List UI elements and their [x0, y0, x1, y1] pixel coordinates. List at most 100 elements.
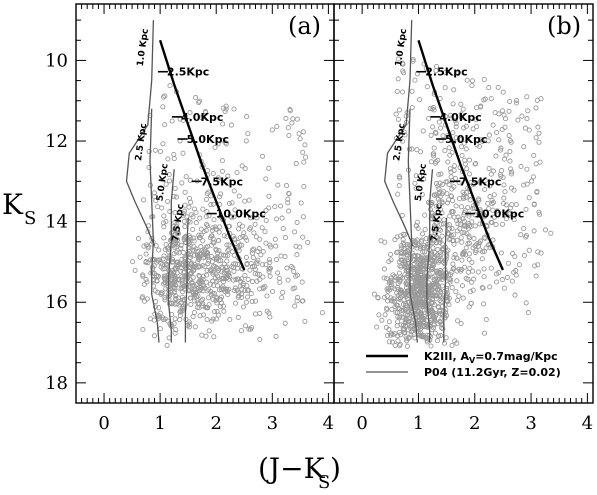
data-point: [400, 60, 406, 66]
data-point: [232, 300, 239, 306]
data-point: [203, 196, 209, 202]
data-point: [280, 289, 286, 295]
data-point: [400, 301, 406, 307]
data-point: [475, 196, 482, 202]
data-point: [188, 301, 194, 308]
data-point: [263, 217, 269, 223]
data-point: [166, 335, 172, 341]
data-point: [208, 193, 214, 199]
data-point: [458, 144, 464, 150]
data-point: [455, 318, 461, 324]
data-point: [459, 229, 465, 236]
data-point: [191, 235, 197, 241]
data-point: [214, 283, 221, 289]
data-point: [276, 275, 282, 281]
data-point: [438, 256, 444, 262]
data-point: [215, 175, 221, 181]
isochrone-label: 1.0 Kpc: [136, 28, 151, 67]
data-point: [518, 232, 524, 238]
data-point: [222, 140, 228, 146]
data-point: [193, 95, 199, 101]
isochrone-line: [426, 169, 434, 343]
data-point: [226, 200, 232, 207]
data-point: [243, 299, 249, 305]
isochrone-label: 1.0 Kpc: [394, 28, 409, 67]
data-point: [404, 279, 410, 285]
data-point: [428, 308, 434, 314]
data-point: [439, 210, 445, 216]
panel-tag: (a): [288, 12, 321, 40]
data-point: [412, 77, 418, 83]
data-point: [167, 237, 174, 243]
data-point: [433, 130, 439, 136]
data-point: [239, 223, 245, 229]
data-point: [155, 257, 162, 263]
isochrone-label: 2.5 Kpc: [392, 123, 407, 162]
data-point: [163, 286, 169, 292]
data-point: [497, 147, 504, 153]
data-point: [447, 279, 453, 285]
data-point: [295, 295, 301, 301]
data-point: [420, 285, 426, 291]
data-point: [486, 132, 492, 138]
data-point: [453, 120, 459, 127]
data-point: [418, 149, 424, 155]
data-point: [521, 252, 528, 259]
data-point: [413, 304, 419, 310]
data-point: [285, 277, 291, 283]
data-point: [239, 163, 245, 169]
data-point: [449, 186, 455, 192]
data-point: [135, 236, 142, 242]
data-point: [454, 340, 460, 346]
data-point: [414, 147, 420, 153]
data-point: [482, 235, 488, 241]
data-point: [225, 248, 231, 254]
data-point: [437, 269, 443, 275]
data-point: [483, 316, 489, 323]
data-point: [214, 295, 220, 301]
data-point: [164, 342, 170, 348]
data-point: [467, 265, 473, 271]
data-point: [402, 311, 408, 317]
data-point: [397, 146, 403, 152]
data-point: [209, 278, 216, 284]
data-point: [205, 189, 212, 195]
data-point: [448, 272, 454, 278]
data-point: [395, 338, 401, 344]
data-point: [415, 260, 421, 266]
data-point: [231, 287, 237, 294]
data-point: [233, 261, 239, 267]
data-point: [275, 270, 281, 276]
data-point: [425, 244, 431, 250]
data-point: [197, 215, 203, 221]
data-point: [236, 245, 242, 251]
data-point: [422, 249, 428, 255]
data-point: [171, 251, 177, 257]
data-point: [526, 195, 532, 201]
data-point: [489, 197, 495, 203]
data-point: [473, 117, 479, 123]
data-point: [510, 213, 516, 219]
data-point: [174, 301, 180, 307]
data-point: [173, 194, 179, 200]
data-point: [503, 202, 509, 208]
data-point: [413, 185, 419, 191]
data-point: [433, 296, 439, 302]
data-point: [461, 223, 467, 229]
data-point: [499, 221, 506, 227]
data-point: [473, 161, 479, 167]
data-point: [507, 158, 513, 164]
data-point: [160, 104, 166, 110]
y-axis-label: K S: [2, 188, 36, 229]
data-point: [508, 171, 515, 177]
data-point: [505, 260, 511, 266]
data-point: [236, 226, 242, 232]
data-point: [386, 339, 392, 345]
data-point: [496, 111, 502, 117]
data-point: [238, 328, 244, 334]
y-tick-label: 14: [45, 212, 68, 233]
data-point: [286, 190, 292, 196]
data-point: [278, 203, 284, 209]
data-point: [288, 263, 294, 270]
data-point: [466, 256, 472, 263]
